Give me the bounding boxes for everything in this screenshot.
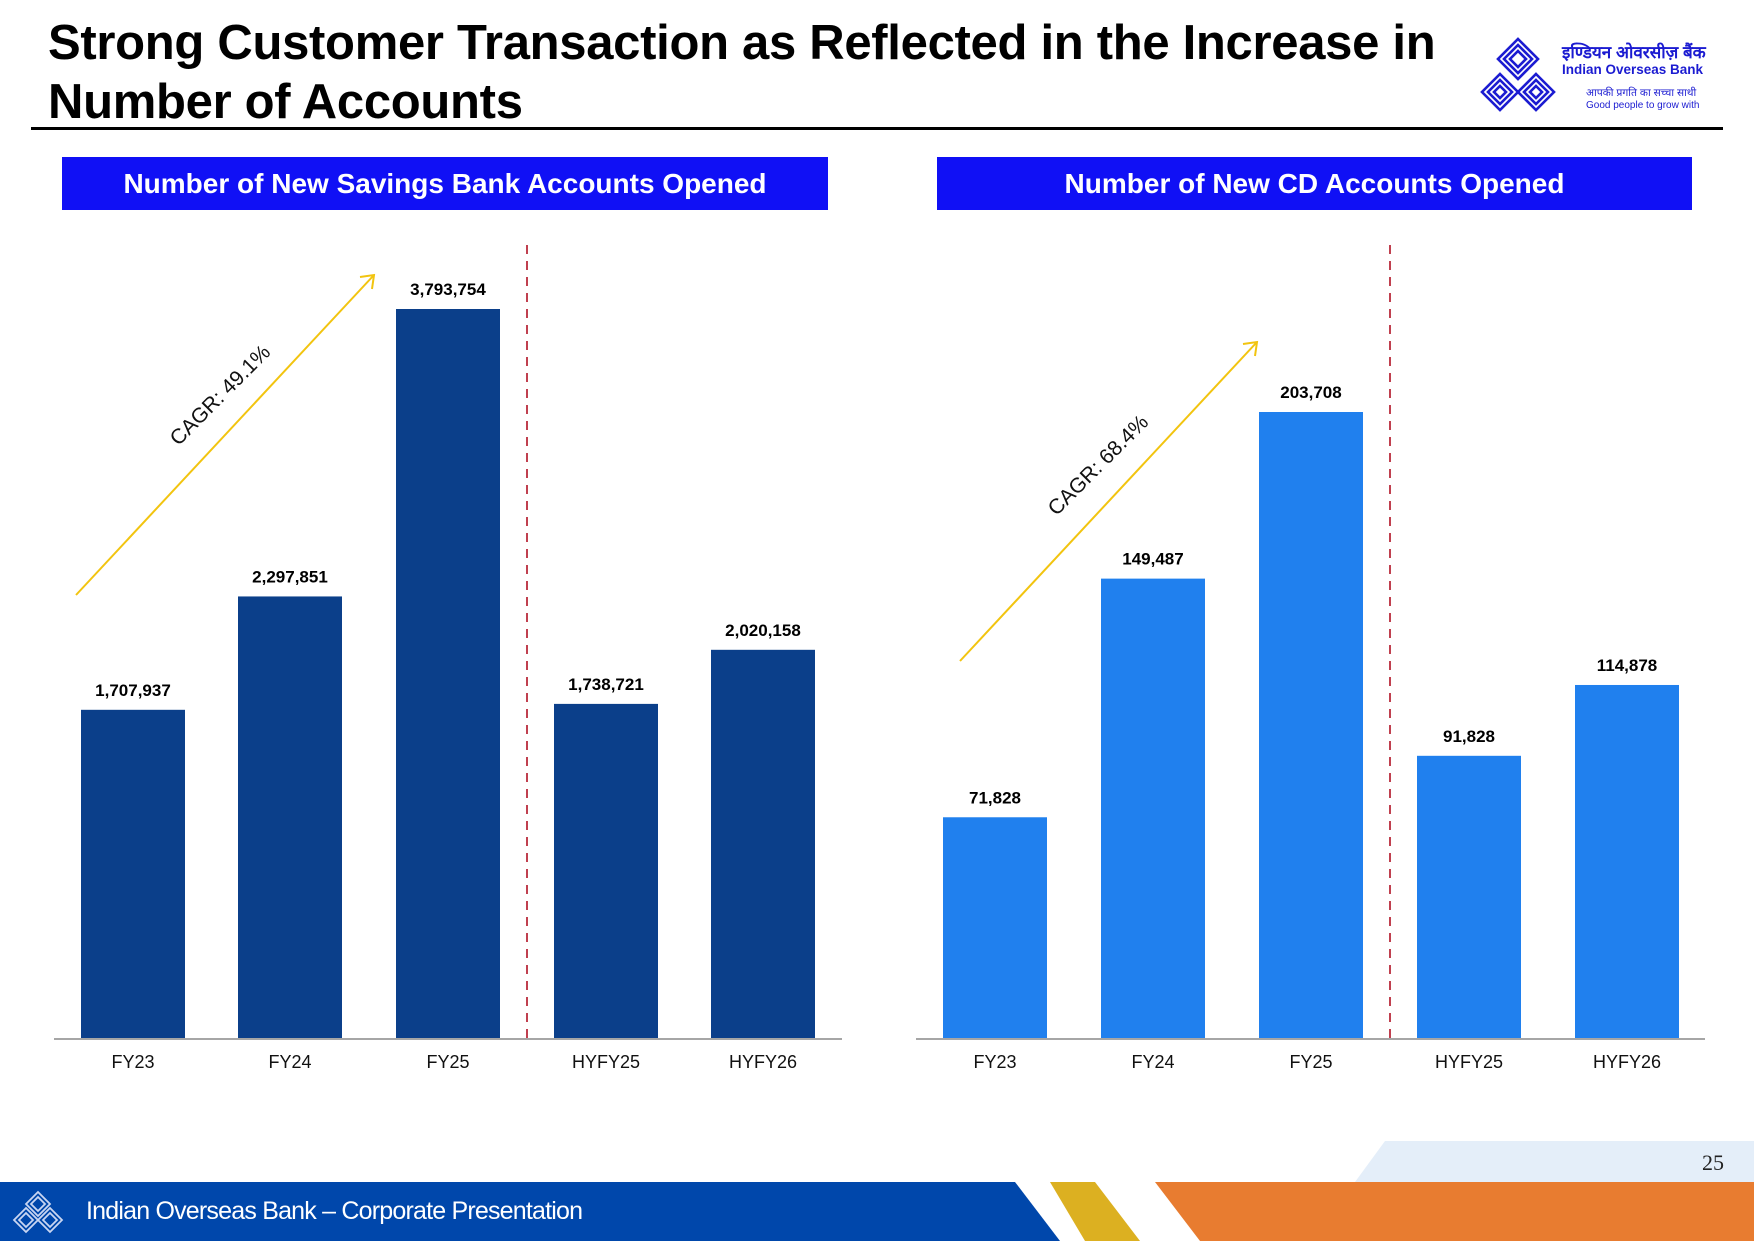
cd-bar-hyfy25 — [1417, 755, 1521, 1038]
logo-hindi-tagline: आपकी प्रगति का सच्चा साथी — [1586, 87, 1697, 99]
logo-hindi-name: इण्डियन ओवरसीज़ बैंक — [1562, 43, 1706, 62]
savings-cagr-arrow — [75, 274, 375, 596]
cd-bar-fy24 — [1101, 578, 1205, 1038]
savings-bar-hyfy26 — [711, 649, 815, 1038]
page-number: 25 — [1702, 1150, 1724, 1175]
slide-title: Strong Customer Transaction as Reflected… — [48, 16, 1436, 129]
savings-bar-fy25 — [396, 309, 500, 1038]
cd-x-tick-label: HYFY26 — [1593, 1052, 1661, 1072]
savings-value-label: 1,707,937 — [95, 681, 171, 700]
savings-value-label: 2,020,158 — [725, 621, 801, 640]
cd-cagr-arrowhead-icon — [1242, 340, 1259, 357]
cd-x-tick-label: FY24 — [1131, 1052, 1174, 1072]
savings-chart-title: Number of New Savings Bank Accounts Open… — [62, 157, 828, 210]
bank-logo: इण्डियन ओवरसीज़ बैंक Indian Overseas Ban… — [1480, 36, 1730, 116]
cd-cagr-label: CAGR: 68.4% — [1044, 411, 1154, 521]
cd-value-label: 71,828 — [969, 788, 1021, 807]
cd-x-tick-label: HYFY25 — [1435, 1052, 1503, 1072]
savings-value-label: 3,793,754 — [410, 280, 486, 299]
savings-x-tick-label: HYFY25 — [572, 1052, 640, 1072]
cd-value-label: 91,828 — [1443, 727, 1495, 746]
savings-x-tick-label: FY23 — [111, 1052, 154, 1072]
savings-x-tick-label: FY25 — [426, 1052, 469, 1072]
cd-value-label: 203,708 — [1280, 383, 1341, 402]
cd-bar-fy25 — [1259, 412, 1363, 1038]
footer-text: Indian Overseas Bank – Corporate Present… — [86, 1197, 583, 1225]
cd-chart-title: Number of New CD Accounts Opened — [937, 157, 1692, 210]
savings-x-tick-label: FY24 — [268, 1052, 311, 1072]
title-divider — [31, 127, 1723, 130]
cd-value-label: 149,487 — [1122, 550, 1183, 569]
savings-value-label: 2,297,851 — [252, 567, 328, 586]
logo-english-name: Indian Overseas Bank — [1562, 62, 1704, 77]
footer-band — [0, 1182, 1754, 1241]
footer-logo-icon — [12, 1190, 64, 1234]
cd-bar-fy23 — [943, 817, 1047, 1038]
cd-x-tick-label: FY23 — [973, 1052, 1016, 1072]
cd-cagr-arrow — [959, 341, 1258, 662]
savings-bar-fy23 — [81, 709, 185, 1038]
savings-cagr-arrowhead-icon — [359, 273, 376, 290]
charts-canvas: 1,707,937 FY23 2,297,851 FY24 3,793,754 FY25 1… — [54, 245, 1705, 1072]
cd-x-tick-label: FY25 — [1289, 1052, 1332, 1072]
savings-bar-hyfy25 — [554, 703, 658, 1038]
savings-value-label: 1,738,721 — [568, 675, 644, 694]
footer-light-accent — [1355, 1141, 1754, 1182]
savings-bar-fy24 — [238, 596, 342, 1038]
cd-value-label: 114,878 — [1597, 656, 1658, 675]
savings-x-tick-label: HYFY26 — [729, 1052, 797, 1072]
cd-bar-hyfy26 — [1575, 684, 1679, 1038]
iob-logo-icon — [1480, 37, 1556, 112]
logo-english-tagline: Good people to grow with — [1586, 100, 1700, 111]
savings-cagr-label: CAGR: 49.1% — [166, 341, 276, 451]
